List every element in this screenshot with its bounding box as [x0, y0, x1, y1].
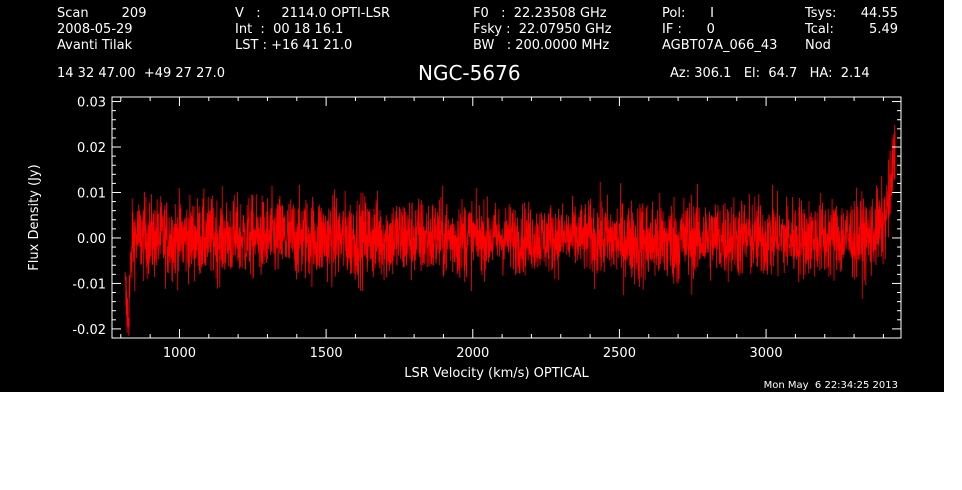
y-tick-label: -0.02	[72, 323, 106, 338]
project-id: AGBT07A_066_43	[662, 38, 778, 53]
y-axis-label: Flux Density (Jy)	[27, 164, 42, 270]
sky-frequency: Fsky : 22.07950 GHz	[473, 22, 612, 37]
source-coordinates: 14 32 47.00 +49 27 27.0	[57, 66, 226, 81]
polarization: Pol: I	[662, 6, 714, 21]
y-tick-label: 0.03	[77, 96, 106, 111]
y-tick-label: 0.00	[77, 232, 106, 247]
y-tick-label: 0.01	[77, 186, 106, 201]
x-tick-label: 1500	[310, 346, 343, 361]
spectrum-line	[124, 124, 896, 336]
scan-number: Scan 209	[57, 6, 147, 21]
tcal-label: Tcal:	[805, 22, 834, 37]
rest-frequency: F0 : 22.23508 GHz	[473, 6, 607, 21]
x-tick-label: 2000	[456, 346, 489, 361]
lst-info: LST : +16 41 21.0	[235, 38, 353, 53]
y-tick-label: -0.01	[72, 277, 106, 292]
spectrum-trace-layer	[124, 124, 896, 336]
velocity-info: V : 2114.0 OPTI-LSR	[235, 6, 391, 21]
tcal-value: 5.49	[869, 22, 898, 37]
x-tick-label: 1000	[163, 346, 196, 361]
axis-ticks	[112, 97, 901, 339]
x-tick-label: 2500	[603, 346, 636, 361]
pointing-info: Az: 306.1 El: 64.7 HA: 2.14	[670, 66, 870, 81]
if-number: IF : 0	[662, 22, 715, 37]
axis-labels: 1000 1500 2000 2500 3000 -0.02 -0.01 0.00 0.01 0.…	[27, 96, 783, 381]
tsys-value: 44.55	[860, 6, 898, 21]
x-tick-label: 3000	[750, 346, 783, 361]
bandwidth: BW : 200.0000 MHz	[473, 38, 610, 53]
observer-name: Avanti Tilak	[57, 38, 133, 53]
plot-frame	[111, 96, 902, 339]
y-tick-label: 0.02	[77, 141, 106, 156]
integration-time: Int : 00 18 16.1	[235, 22, 344, 37]
x-axis-label: LSR Velocity (km/s) OPTICAL	[404, 366, 589, 381]
observation-date: 2008-05-29	[57, 22, 133, 37]
plot-window: Scan 209 2008-05-29 Avanti Tilak V : 211…	[0, 0, 944, 392]
timestamp: Mon May 6 22:34:25 2013	[763, 380, 898, 391]
spectrum-chart: 1000 1500 2000 2500 3000 -0.02 -0.01 0.00 0.01 0.…	[27, 96, 902, 381]
chart-title: NGC-5676	[418, 61, 521, 85]
tsys-label: Tsys:	[805, 6, 837, 21]
procedure-name: Nod	[805, 38, 831, 53]
